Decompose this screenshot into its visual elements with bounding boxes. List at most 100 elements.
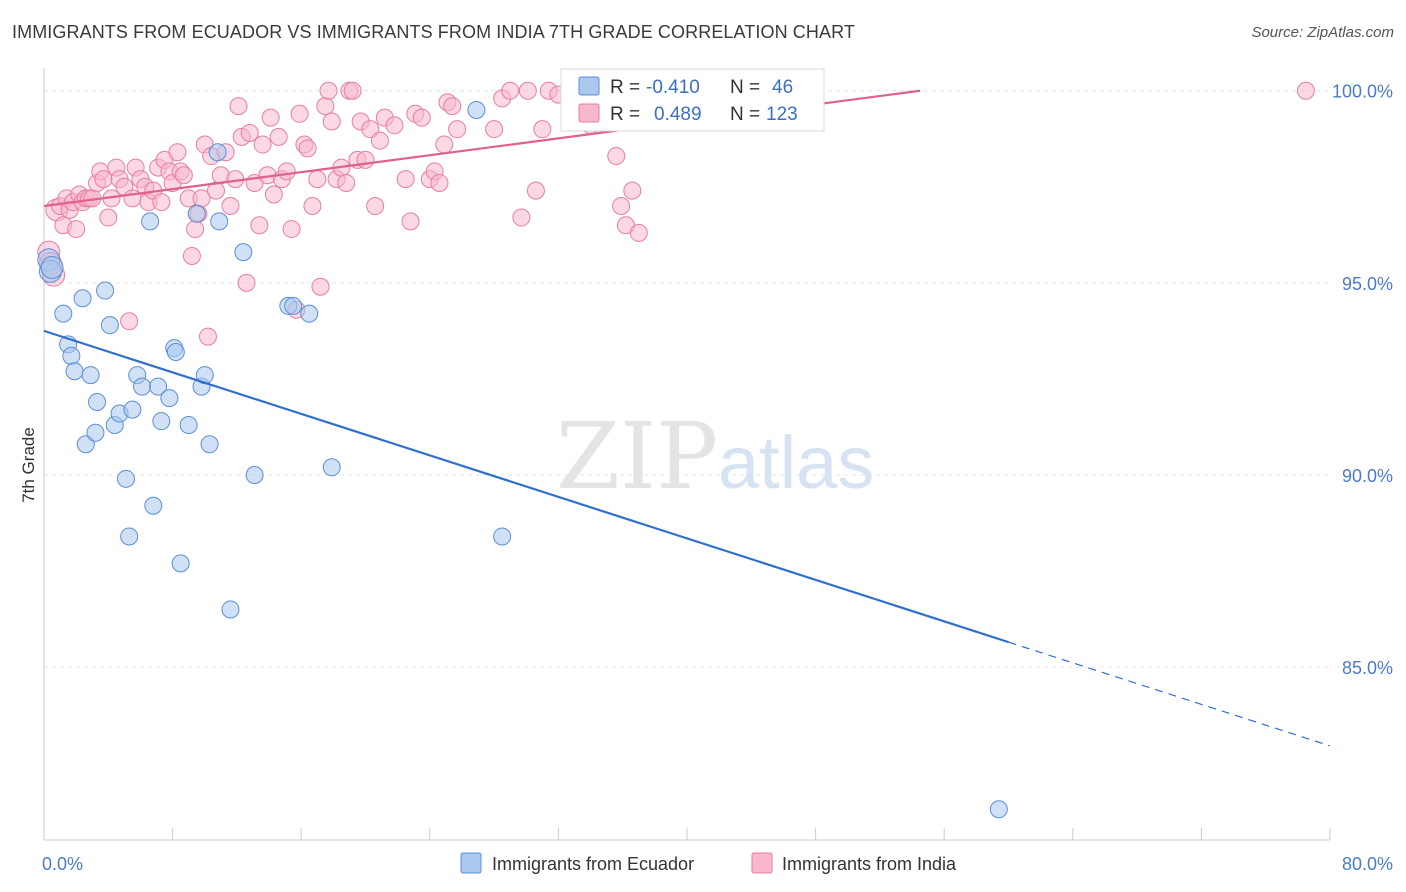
india-point-114 xyxy=(623,181,642,200)
india-point-84 xyxy=(366,197,385,216)
tick-labels: 100.0% 95.0% 90.0% 85.0% 0.0% 80.0% xyxy=(42,82,1393,874)
india-point-51 xyxy=(229,97,248,116)
india-point-40 xyxy=(186,220,205,239)
ecuador-point-8 xyxy=(76,435,95,454)
watermark: ZIP atlas xyxy=(556,403,874,510)
india-point-102 xyxy=(512,208,531,227)
ecuador-trend-line xyxy=(43,329,1009,644)
ecuador-point-35 xyxy=(210,212,229,231)
ecuador-point-33 xyxy=(200,435,219,454)
india-point-53 xyxy=(237,273,256,292)
india-point-69 xyxy=(303,197,322,216)
india-point-104 xyxy=(526,181,545,200)
ecuador-point-24 xyxy=(152,412,171,431)
ecuador-n-label: N = xyxy=(730,77,760,98)
ecuador-points xyxy=(37,100,1008,819)
ecuador-point-7 xyxy=(73,289,92,308)
ecuador-r-label: R = xyxy=(610,77,640,98)
india-point-72 xyxy=(316,97,335,116)
ecuador-point-23 xyxy=(149,377,168,396)
legend-india-swatch xyxy=(751,852,773,874)
ecuador-point-41 xyxy=(300,304,319,323)
ecuador-point-3 xyxy=(54,304,73,323)
india-stat-swatch xyxy=(578,103,600,123)
india-point-23 xyxy=(120,312,139,331)
source-credit: Source: ZipAtlas.com xyxy=(1251,24,1394,41)
legend-ecuador-swatch xyxy=(460,852,482,874)
ecuador-point-40 xyxy=(284,296,303,315)
ecuador-point-11 xyxy=(88,392,107,411)
india-point-31 xyxy=(152,193,171,212)
ecuador-point-9 xyxy=(81,366,100,385)
ecuador-point-25 xyxy=(160,389,179,408)
india-point-64 xyxy=(282,220,301,239)
india-point-37 xyxy=(174,166,193,185)
india-point-112 xyxy=(612,197,631,216)
y-tick-label-1: 95.0% xyxy=(1342,274,1393,294)
india-point-71 xyxy=(311,277,330,296)
ecuador-point-43 xyxy=(467,100,486,119)
chart-title: IMMIGRANTS FROM ECUADOR VS IMMIGRANTS FR… xyxy=(12,22,855,42)
india-point-49 xyxy=(221,197,240,216)
watermark-atlas: atlas xyxy=(718,421,874,504)
ecuador-point-17 xyxy=(120,527,139,546)
axes xyxy=(43,68,1331,841)
india-point-98 xyxy=(448,120,467,139)
india-point-82 xyxy=(356,150,375,169)
ecuador-r-value: -0.410 xyxy=(646,77,700,98)
india-point-57 xyxy=(253,135,272,154)
india-point-120 xyxy=(1296,81,1315,100)
india-point-59 xyxy=(261,108,280,127)
india-point-9 xyxy=(67,220,86,239)
ecuador-point-18 xyxy=(123,400,142,419)
ecuador-point-12 xyxy=(96,281,115,300)
ecuador-n-value: 46 xyxy=(772,77,793,98)
ecuador-point-10 xyxy=(86,423,105,442)
ecuador-point-22 xyxy=(144,496,163,515)
india-n-label: N = xyxy=(730,104,760,125)
ecuador-trend-extension xyxy=(1008,641,1331,747)
india-point-39 xyxy=(182,246,201,265)
ecuador-point-21 xyxy=(141,212,160,231)
india-point-97 xyxy=(443,97,462,116)
watermark-zip: ZIP xyxy=(556,403,718,510)
india-point-44 xyxy=(198,327,217,346)
india-point-83 xyxy=(361,120,380,139)
india-r-value: 0.489 xyxy=(654,104,702,125)
x-tick-label-1: 80.0% xyxy=(1342,854,1393,874)
india-point-101 xyxy=(501,81,520,100)
india-point-77 xyxy=(337,173,356,192)
stats-legend-box xyxy=(560,68,825,132)
india-n-value: 123 xyxy=(766,104,798,125)
ecuador-point-34 xyxy=(208,143,227,162)
india-point-74 xyxy=(322,112,341,131)
india-point-88 xyxy=(396,170,415,189)
ecuador-stat-swatch xyxy=(578,76,600,96)
india-point-111 xyxy=(607,147,626,166)
india-point-66 xyxy=(290,104,309,123)
india-point-56 xyxy=(250,216,269,235)
ecuador-point-30 xyxy=(187,204,206,223)
y-tick-label-3: 85.0% xyxy=(1342,658,1393,678)
y-tick-label-0: 100.0% xyxy=(1332,82,1393,102)
india-point-63 xyxy=(277,162,296,181)
india-point-54 xyxy=(240,124,259,143)
india-point-94 xyxy=(430,173,449,192)
ecuador-point-36 xyxy=(221,600,240,619)
ecuador-point-42 xyxy=(322,458,341,477)
series-legend: Immigrants from Ecuador Immigrants from … xyxy=(460,852,957,874)
ecuador-point-20 xyxy=(133,377,152,396)
y-axis-label: 7th Grade xyxy=(19,427,38,503)
india-point-73 xyxy=(319,81,338,100)
ecuador-point-5 xyxy=(62,346,81,365)
ecuador-point-45 xyxy=(989,800,1008,819)
ecuador-point-38 xyxy=(245,465,264,484)
india-r-label: R = xyxy=(610,104,640,125)
legend-india-label: Immigrants from India xyxy=(782,854,957,874)
x-tick-label-0: 0.0% xyxy=(42,854,83,874)
india-point-18 xyxy=(99,208,118,227)
india-point-115 xyxy=(629,223,648,242)
india-point-79 xyxy=(343,81,362,100)
india-point-89 xyxy=(401,212,420,231)
